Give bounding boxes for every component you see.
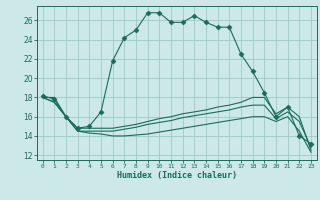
X-axis label: Humidex (Indice chaleur): Humidex (Indice chaleur) bbox=[117, 171, 237, 180]
